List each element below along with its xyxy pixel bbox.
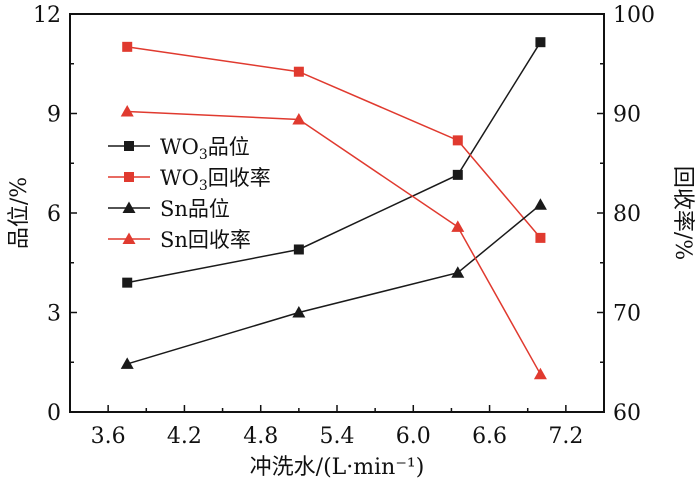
series-3-line — [126, 204, 541, 365]
legend-item-4-marker — [122, 232, 136, 244]
legend-item-4-label: Sn回收率 — [160, 228, 251, 252]
x-axis-title: 冲洗水/(L·min⁻¹) — [250, 455, 425, 480]
x-tick-label: 5.4 — [320, 424, 355, 449]
y-right-tick-label: 70 — [613, 302, 641, 327]
y-right-tick-label: 60 — [613, 401, 641, 426]
series-4-line — [127, 110, 542, 375]
series-2-line — [127, 46, 542, 239]
plot-layer — [120, 37, 547, 380]
y-left-tick-label: 6 — [47, 202, 61, 227]
series-1-point — [122, 277, 133, 288]
series-1-point — [452, 169, 463, 180]
y-left-tick-label: 0 — [47, 401, 61, 426]
y-left-tick-label: 9 — [47, 103, 61, 128]
series-4-point — [120, 105, 134, 117]
series-2-point — [122, 41, 133, 52]
x-tick-label: 7.2 — [548, 424, 583, 449]
x-tick-label: 6.0 — [396, 424, 431, 449]
series-3-point — [120, 357, 134, 369]
series-2-point — [293, 66, 304, 77]
x-tick-label: 4.2 — [167, 424, 202, 449]
legend: WO3品位 WO3回收率 Sn品位 Sn回收率 — [108, 135, 271, 252]
series-4-point — [292, 112, 306, 125]
series-3-point — [533, 198, 547, 210]
y-axis-left-title: 品位/% — [7, 177, 32, 249]
series-2-point — [452, 135, 463, 146]
series-1-line — [127, 41, 542, 284]
y-right-tick-label: 90 — [613, 103, 641, 128]
series-3-point — [292, 306, 306, 318]
legend-item-1-marker — [124, 141, 134, 151]
x-tick-label: 4.8 — [243, 424, 278, 449]
series-4-point — [533, 367, 547, 380]
y-left-tick-label: 3 — [47, 302, 61, 327]
plot-frame — [69, 13, 605, 413]
legend-item-2-label: WO3回收率 — [160, 166, 271, 194]
series-2-point — [535, 232, 546, 243]
x-tick-label: 3.6 — [91, 424, 126, 449]
x-tick-label: 6.6 — [472, 424, 507, 449]
axes-layer: 3.6 4.2 4.8 5.4 6.0 6.6 7.2 0 3 6 9 12 60 70 80 90 100 — [33, 3, 655, 449]
legend-item-2-marker — [124, 172, 134, 182]
y-left-tick-label: 12 — [33, 3, 61, 28]
legend-item-3-label: Sn品位 — [160, 197, 230, 221]
series-3-point — [451, 266, 465, 278]
series-4-point — [451, 220, 465, 232]
y-right-tick-label: 80 — [613, 202, 641, 227]
y-right-tick-label: 100 — [613, 3, 655, 28]
legend-item-3-marker — [122, 201, 136, 213]
series-1-point — [293, 244, 304, 255]
y-axis-right-title: 回收率/% — [670, 166, 695, 260]
legend-item-1-label: WO3品位 — [160, 135, 250, 163]
series-1-point — [535, 37, 546, 48]
